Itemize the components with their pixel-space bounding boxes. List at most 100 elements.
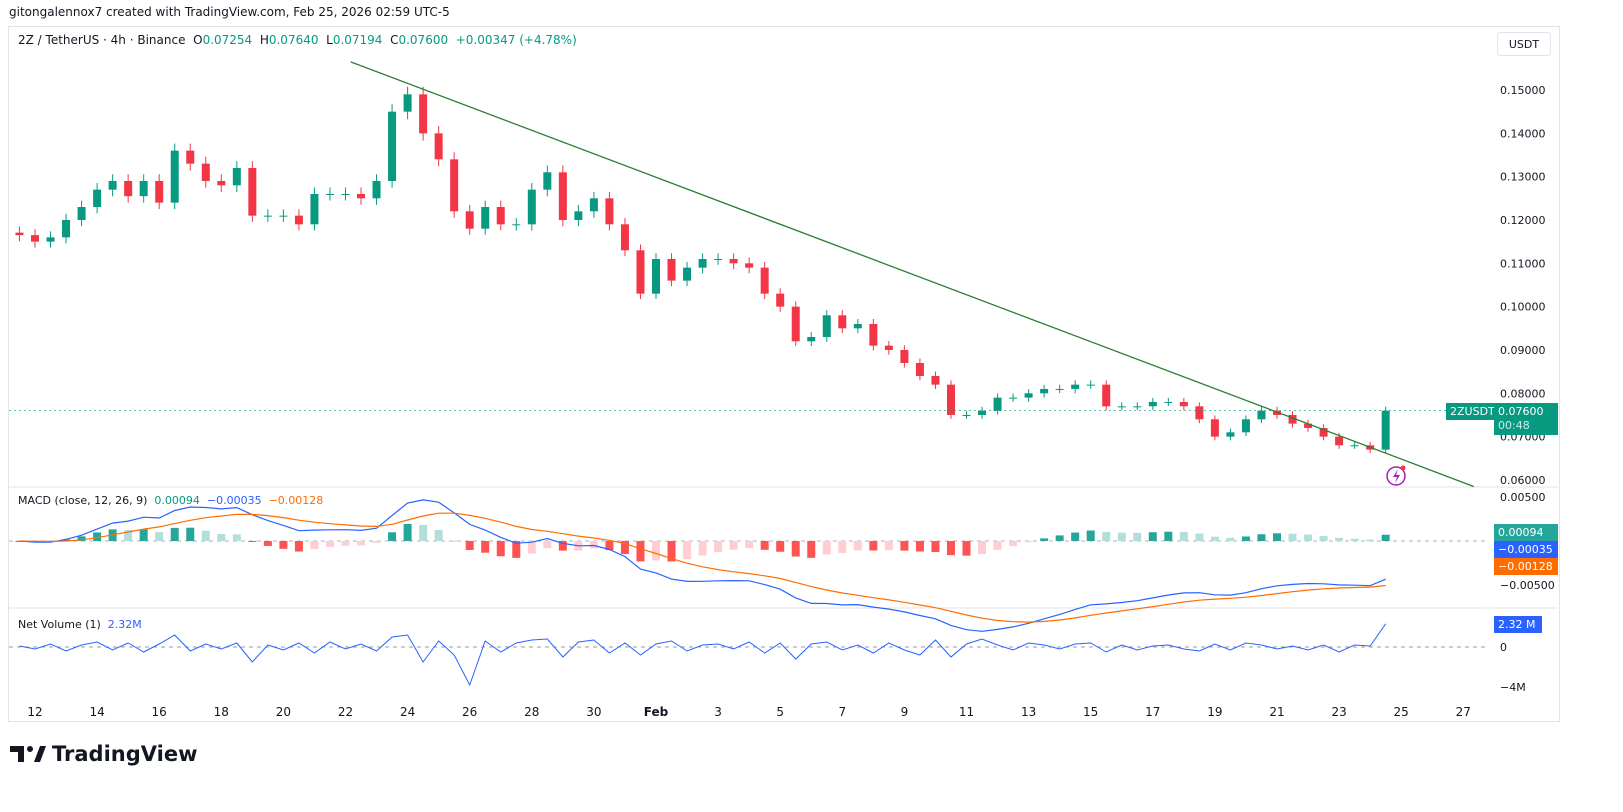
logo-text: TradingView	[52, 742, 198, 766]
currency-button[interactable]: USDT	[1497, 32, 1551, 56]
candle-body	[1241, 419, 1250, 433]
netvol-legend: Net Volume (1) 2.32M	[18, 618, 142, 631]
macd-histogram-bar	[1273, 533, 1281, 541]
candle-body	[1102, 384, 1111, 407]
macd-histogram-bar	[1226, 537, 1235, 541]
candle-body	[310, 193, 319, 225]
tradingview-logo-icon	[10, 746, 46, 762]
macd-histogram-bar	[512, 541, 521, 558]
price-tick-label: 0.14000	[1500, 127, 1546, 140]
candle-body	[481, 206, 490, 229]
candle-body	[186, 150, 195, 164]
macd-histogram-bar	[993, 541, 1002, 550]
candle-body	[620, 224, 629, 251]
x-tick-label: 22	[338, 705, 353, 719]
candle-body	[729, 258, 738, 264]
netvol-value: 2.32M	[107, 618, 142, 631]
tradingview-logo[interactable]: TradingView	[10, 742, 197, 766]
macd-histogram-bar	[1148, 532, 1157, 541]
candle-body	[1226, 432, 1235, 437]
candle-body	[745, 263, 754, 268]
price-tick-label: 0.09000	[1500, 344, 1546, 357]
x-tick-label: 13	[1021, 705, 1036, 719]
last-price: 0.07600	[1498, 405, 1544, 418]
macd-histogram-bar	[124, 530, 133, 541]
macd-tick-label: 0.00500	[1500, 491, 1546, 504]
candle-body	[93, 189, 102, 207]
macd-line-tag: −0.00035	[1494, 541, 1558, 558]
x-tick-label: 15	[1083, 705, 1098, 719]
macd-histogram-bar	[791, 541, 800, 557]
candle-body	[1179, 401, 1188, 407]
candle-body	[1164, 401, 1173, 403]
candle-body	[1304, 423, 1313, 428]
candle-body	[62, 219, 71, 238]
macd-histogram-bar	[155, 532, 164, 541]
price-tick-label: 0.06000	[1500, 474, 1546, 487]
macd-signal-value: −0.00128	[268, 494, 324, 507]
macd-histogram-bar	[1117, 532, 1126, 541]
candle-body	[388, 111, 397, 181]
macd-histogram-bar	[605, 541, 614, 551]
macd-histogram-bar	[1335, 537, 1344, 541]
netvol-tick-label: −4M	[1500, 681, 1526, 694]
macd-histogram-bar	[1164, 531, 1173, 541]
macd-histogram-bar	[450, 540, 459, 542]
trendline	[350, 61, 1474, 488]
candle-body	[900, 349, 909, 363]
macd-histogram-bar	[201, 530, 210, 541]
macd-histogram-bar	[341, 541, 350, 546]
low-label: L	[326, 33, 333, 47]
macd-histogram-bar	[869, 541, 878, 551]
candle-body	[589, 198, 598, 212]
macd-histogram-bar	[1009, 541, 1018, 547]
macd-histogram-bar	[884, 541, 893, 551]
candle-body	[946, 384, 955, 415]
macd-hist-value: 0.00094	[154, 494, 200, 507]
macd-histogram-bar	[294, 541, 303, 552]
macd-histogram-bar	[683, 541, 692, 560]
macd-histogram-bar	[729, 541, 738, 550]
candle-body	[155, 180, 164, 203]
candle-body	[807, 336, 816, 342]
macd-histogram-bar	[589, 541, 598, 549]
x-tick-label: 28	[524, 705, 539, 719]
x-tick-label: 19	[1207, 705, 1222, 719]
price-tick-label: 0.12000	[1500, 214, 1546, 227]
candle-body	[46, 237, 55, 242]
x-tick-label: 18	[214, 705, 229, 719]
macd-histogram-bar	[1288, 533, 1297, 541]
candle-body	[1288, 414, 1297, 424]
candle-body	[652, 258, 660, 294]
candle-body	[776, 293, 785, 307]
macd-histogram-bar	[1366, 539, 1375, 541]
macd-histogram-bar	[1241, 536, 1250, 541]
x-tick-label: 11	[959, 705, 974, 719]
candle-body	[869, 323, 878, 346]
price-tick-label: 0.10000	[1500, 301, 1546, 314]
candle-body	[1148, 401, 1157, 407]
candle-body	[465, 211, 474, 229]
chart-frame	[8, 26, 1560, 722]
macd-histogram-bar	[652, 541, 660, 561]
candle-body	[667, 258, 676, 281]
macd-histogram-bar	[232, 534, 241, 541]
candle-body	[201, 163, 210, 181]
candle-body	[341, 193, 350, 195]
symbol-legend: 2Z / TetherUS · 4h · Binance O0.07254 H0…	[18, 33, 577, 47]
candle-body	[31, 235, 39, 242]
candle-body	[170, 150, 179, 203]
candle-body	[605, 198, 614, 225]
macd-histogram-bar	[1133, 532, 1142, 541]
candle-body	[419, 94, 428, 134]
price-tick-label: 0.11000	[1500, 257, 1546, 270]
macd-histogram-bar	[527, 541, 536, 554]
candle-body	[1040, 388, 1049, 394]
candle-body	[683, 267, 692, 281]
bar-countdown: 00:48	[1498, 419, 1530, 432]
macd-histogram-bar	[1055, 535, 1064, 541]
macd-histogram-bar	[1195, 533, 1204, 541]
candle-body	[372, 180, 381, 199]
low-value: 0.07194	[332, 33, 383, 47]
